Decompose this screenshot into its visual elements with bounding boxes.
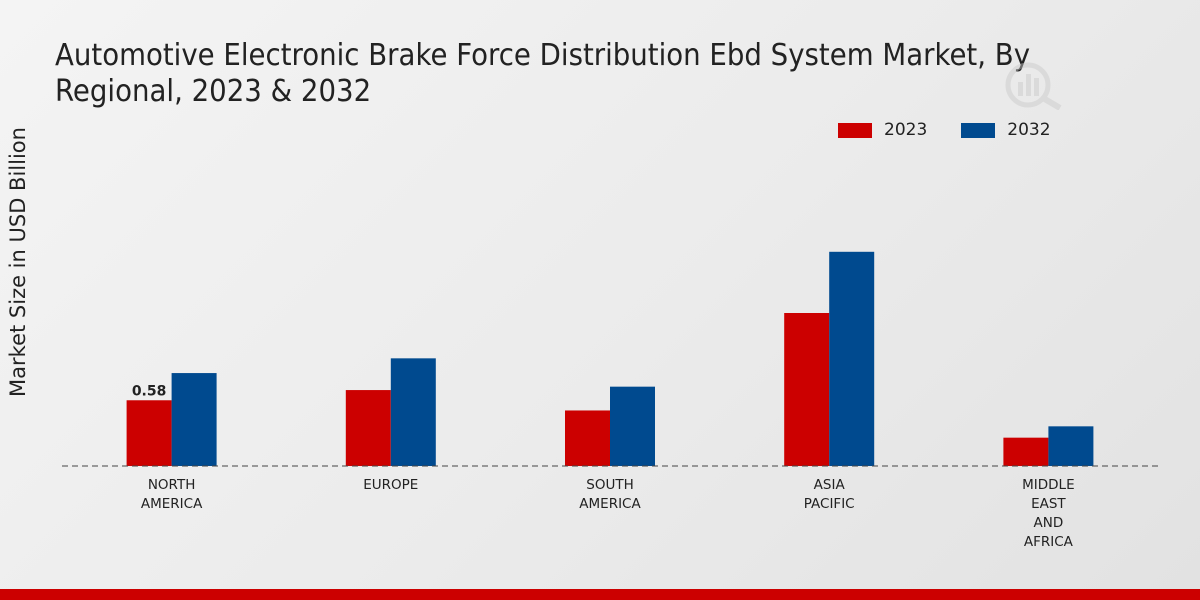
x-tick-label: SOUTH AMERICA — [579, 477, 641, 512]
bar-2023-europe — [345, 390, 391, 466]
bar-2023-south-america — [565, 410, 610, 466]
bar-2023-north-america — [126, 400, 172, 466]
bar-2032-asia-pacific — [829, 251, 875, 466]
legend-label-2023: 2023 — [884, 120, 928, 140]
x-tick-label: ASIA PACIFIC — [803, 477, 855, 512]
legend-swatch-2023 — [838, 122, 872, 138]
x-tick-label: NORTH AMERICA — [140, 477, 203, 512]
legend-item-2023: 2023 — [838, 120, 927, 140]
bar-2023-middle-east-and-africa — [1003, 437, 1049, 466]
bar-2032-europe — [390, 358, 436, 466]
legend-label-2032: 2032 — [1007, 120, 1051, 140]
data-label: 0.58 — [132, 383, 167, 399]
bar-2023-asia-pacific — [784, 313, 830, 466]
legend-swatch-2032 — [961, 122, 996, 138]
watermark-logo-icon — [1005, 62, 1062, 110]
chart-title: Automotive Electronic Brake Force Distri… — [55, 38, 1031, 109]
bottom-accent-bar — [0, 589, 1200, 600]
x-tick-label: MIDDLE EAST AND AFRICA — [1022, 477, 1075, 550]
x-tick-label: EUROPE — [363, 477, 419, 493]
legend-item-2032: 2032 — [961, 120, 1051, 140]
bar-2032-middle-east-and-africa — [1048, 426, 1094, 466]
legend: 2023 2032 — [838, 120, 1085, 140]
bar-2032-north-america — [171, 373, 217, 466]
bar-2032-south-america — [610, 386, 655, 466]
